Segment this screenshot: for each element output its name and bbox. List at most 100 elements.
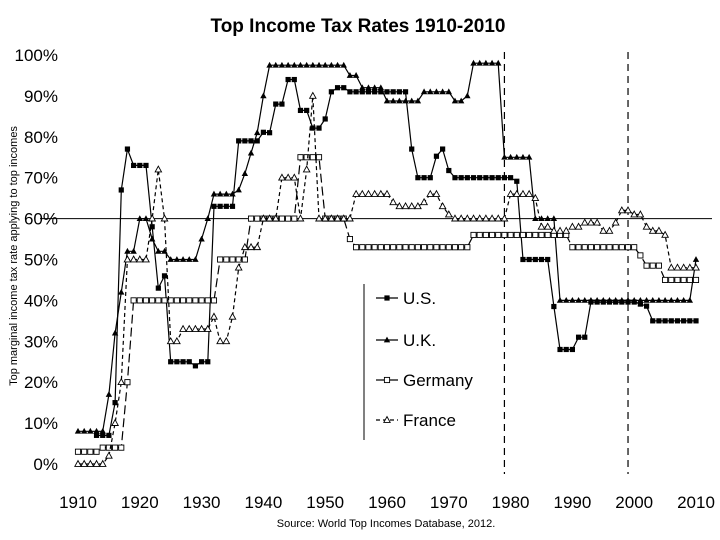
data-point <box>260 92 267 99</box>
data-point <box>631 244 638 251</box>
data-point <box>371 84 378 91</box>
data-point <box>135 255 144 263</box>
data-point <box>440 146 446 152</box>
data-point <box>228 312 237 320</box>
legend-label: Germany <box>403 371 473 390</box>
data-point <box>574 222 583 230</box>
data-point <box>302 165 311 173</box>
data-point <box>154 165 163 173</box>
data-point <box>235 186 242 193</box>
data-point <box>500 214 509 222</box>
data-point <box>557 346 563 353</box>
data-point <box>241 170 249 177</box>
data-point <box>87 448 94 455</box>
data-point <box>396 89 402 95</box>
data-point <box>254 215 261 222</box>
data-point <box>494 214 503 222</box>
data-point <box>117 377 126 386</box>
data-point <box>543 222 552 230</box>
data-point <box>692 276 700 284</box>
data-point <box>223 203 229 209</box>
data-point <box>501 153 508 160</box>
data-point <box>327 214 336 222</box>
data-point <box>290 173 299 181</box>
data-point <box>316 125 322 131</box>
data-point <box>396 97 403 104</box>
data-point <box>278 61 286 68</box>
data-point <box>544 215 551 221</box>
data-point <box>476 231 483 239</box>
data-point <box>81 448 88 455</box>
data-point <box>637 297 644 303</box>
data-point <box>235 256 242 263</box>
data-point <box>451 97 459 104</box>
data-point <box>568 222 577 230</box>
data-point <box>605 226 614 234</box>
data-point <box>291 61 298 68</box>
data-point <box>680 297 687 303</box>
data-point <box>679 263 688 271</box>
data-point <box>469 214 478 222</box>
data-point <box>353 89 359 95</box>
data-point <box>234 263 243 271</box>
data-point <box>518 189 527 197</box>
data-point <box>265 214 274 222</box>
data-point <box>216 190 224 197</box>
data-point <box>537 222 546 230</box>
data-point <box>209 312 218 320</box>
data-point <box>315 61 323 68</box>
data-point <box>668 297 675 303</box>
data-point <box>137 162 143 169</box>
data-point <box>210 297 218 304</box>
data-point <box>167 297 174 304</box>
data-point <box>197 324 206 332</box>
data-point <box>656 318 662 324</box>
x-tick-label: 1910 <box>59 493 97 512</box>
x-tick-labels: 1910 1920 1930 1940 1950 1960 1970 1980 1990 2000… <box>59 493 715 512</box>
data-point <box>260 129 266 135</box>
data-point <box>512 189 521 197</box>
data-point <box>681 318 687 324</box>
data-point <box>216 336 225 345</box>
data-point <box>210 190 218 197</box>
data-point <box>618 244 625 251</box>
data-point <box>600 244 607 251</box>
data-point <box>396 244 403 251</box>
data-point <box>507 153 514 160</box>
x-tick-label: 1930 <box>183 493 221 512</box>
data-point <box>247 242 256 251</box>
data-point <box>457 97 465 104</box>
data-point <box>372 89 378 95</box>
data-point <box>211 203 217 209</box>
data-point <box>489 175 495 181</box>
data-point <box>661 230 670 238</box>
data-point <box>92 459 101 467</box>
data-point <box>204 215 211 221</box>
data-point <box>580 218 589 226</box>
data-point <box>569 297 576 303</box>
data-point <box>74 459 82 467</box>
data-point <box>581 297 588 303</box>
data-point <box>514 178 520 184</box>
data-point <box>352 72 360 78</box>
data-point <box>593 297 601 303</box>
data-point <box>551 303 557 310</box>
data-point <box>186 256 193 262</box>
series-germany <box>74 154 700 455</box>
data-point <box>525 153 533 160</box>
data-point <box>130 247 137 254</box>
data-point <box>309 154 316 161</box>
data-point <box>593 218 602 226</box>
x-tick-label: 1920 <box>121 493 159 512</box>
series-france <box>74 91 700 467</box>
data-point <box>285 76 291 83</box>
data-point <box>674 318 681 324</box>
data-point <box>642 222 651 230</box>
data-point <box>673 263 682 271</box>
data-point <box>439 244 446 251</box>
data-point <box>112 400 118 406</box>
data-point <box>174 359 180 365</box>
data-point <box>99 427 106 434</box>
data-point <box>421 244 428 251</box>
data-point <box>285 215 292 222</box>
